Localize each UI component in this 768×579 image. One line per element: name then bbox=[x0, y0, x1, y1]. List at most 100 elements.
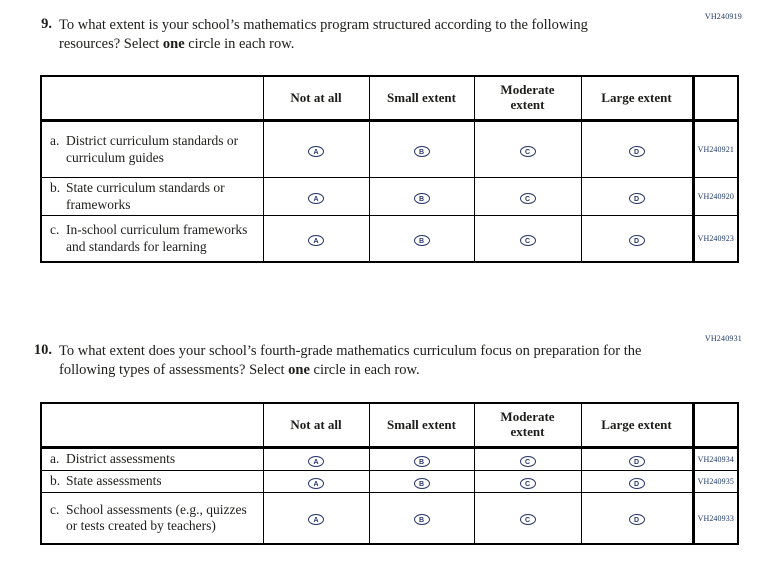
answer-bubble-d[interactable]: D bbox=[628, 455, 645, 467]
q10-id-column-header bbox=[691, 402, 739, 449]
question-9-text: To what extent is your school’s mathemat… bbox=[59, 16, 651, 54]
q9-row-c-label-cell: c. In-school curriculum frameworks and s… bbox=[40, 215, 264, 263]
question-9-number: 9. bbox=[41, 16, 52, 32]
answer-bubble-b[interactable]: B bbox=[413, 234, 430, 246]
answer-bubble-d[interactable]: D bbox=[628, 192, 645, 204]
row-label: State curriculum standards or frameworks bbox=[66, 180, 225, 212]
row-label: District curriculum standards or curricu… bbox=[66, 133, 239, 165]
q10-row-c-option-cell: D bbox=[580, 492, 694, 545]
answer-bubble-c[interactable]: C bbox=[519, 514, 536, 525]
q9-row-a-label-cell: a. District curriculum standards or curr… bbox=[40, 120, 264, 178]
question-10-text: To what extent does your school’s fourth… bbox=[59, 342, 651, 380]
question-9-response-table: Not at all Small extent Moderate extent … bbox=[40, 75, 739, 263]
q10-stub-header bbox=[40, 402, 264, 449]
answer-bubble-a[interactable]: A bbox=[308, 192, 324, 204]
q10-row-a-option-cell: B bbox=[368, 447, 475, 471]
row-label: School assessments (e.g., quizzes or tes… bbox=[66, 501, 247, 533]
question-9-header: 9. To what extent is your school’s mathe… bbox=[28, 16, 651, 54]
question-9-text-bold: one bbox=[162, 36, 185, 53]
question-9-accession-code: VH240919 bbox=[704, 12, 742, 21]
row-accession-code: VH240920 bbox=[691, 177, 739, 216]
row-accession-code: VH240934 bbox=[691, 447, 739, 471]
q10-row-a-option-cell: C bbox=[473, 447, 582, 471]
row-label: In-school curriculum frameworks and stan… bbox=[66, 222, 248, 254]
q9-row-a-option-cell: C bbox=[473, 120, 582, 178]
answer-bubble-d[interactable]: D bbox=[628, 234, 645, 246]
row-letter: a. bbox=[50, 451, 60, 467]
q10-row-b-label-cell: b. State assessments bbox=[40, 470, 264, 493]
answer-bubble-b[interactable]: B bbox=[413, 455, 430, 467]
answer-bubble-a[interactable]: A bbox=[308, 234, 324, 246]
q10-table-row-b: b. State assessments A B C D VH240935 bbox=[40, 470, 739, 493]
q10-table-row-c: c. School assessments (e.g., quizzes or … bbox=[40, 492, 739, 545]
answer-bubble-a[interactable]: A bbox=[308, 477, 324, 489]
q9-row-a-option-cell: A bbox=[262, 120, 370, 178]
row-accession-code: VH240921 bbox=[691, 120, 739, 178]
question-10-accession-code: VH240931 bbox=[704, 334, 742, 343]
question-10-number: 10. bbox=[33, 342, 52, 358]
q10-row-c-label-cell: c. School assessments (e.g., quizzes or … bbox=[40, 492, 264, 545]
answer-bubble-c[interactable]: C bbox=[519, 192, 536, 204]
answer-bubble-c[interactable]: C bbox=[519, 455, 536, 467]
question-10-header: 10. To what extent does your school’s fo… bbox=[28, 342, 651, 380]
answer-bubble-a[interactable]: A bbox=[308, 145, 324, 157]
q9-column-header-large-extent: Large extent bbox=[580, 75, 694, 122]
row-accession-code: VH240923 bbox=[691, 215, 739, 263]
q9-row-b-option-cell: D bbox=[580, 177, 694, 216]
q10-row-b-option-cell: B bbox=[368, 470, 475, 493]
question-10-text-bold: one bbox=[288, 362, 310, 379]
q10-row-c-option-cell: B bbox=[368, 492, 475, 545]
q10-row-b-option-cell: A bbox=[262, 470, 370, 493]
question-9-text-post: circle in each row. bbox=[184, 36, 295, 53]
q9-row-b-option-cell: A bbox=[262, 177, 370, 216]
answer-bubble-d[interactable]: D bbox=[628, 477, 645, 489]
q10-column-header-moderate-extent: Moderate extent bbox=[473, 402, 582, 449]
q10-row-c-option-cell: A bbox=[262, 492, 370, 545]
q10-table-row-a: a. District assessments A B C D VH240934 bbox=[40, 447, 739, 471]
q10-row-b-option-cell: C bbox=[473, 470, 582, 493]
answer-bubble-a[interactable]: A bbox=[308, 514, 324, 525]
answer-bubble-b[interactable]: B bbox=[413, 145, 430, 157]
q9-column-header-small-extent: Small extent bbox=[368, 75, 475, 122]
q10-row-a-option-cell: D bbox=[580, 447, 694, 471]
question-10-text-post: circle in each row. bbox=[309, 362, 420, 379]
q9-table-row-c: c. In-school curriculum frameworks and s… bbox=[40, 215, 739, 263]
q9-table-row-a: a. District curriculum standards or curr… bbox=[40, 120, 739, 178]
q10-column-header-small-extent: Small extent bbox=[368, 402, 475, 449]
answer-bubble-b[interactable]: B bbox=[413, 192, 430, 204]
q9-row-b-label-cell: b. State curriculum standards or framewo… bbox=[40, 177, 264, 216]
q10-column-header-large-extent: Large extent bbox=[580, 402, 694, 449]
question-9-text-pre: To what extent is your school’s mathemat… bbox=[59, 17, 588, 53]
answer-bubble-c[interactable]: C bbox=[519, 145, 536, 157]
answer-bubble-c[interactable]: C bbox=[519, 477, 536, 489]
q9-row-b-option-cell: C bbox=[473, 177, 582, 216]
row-letter: c. bbox=[50, 501, 60, 517]
question-10-text-pre: To what extent does your school’s fourth… bbox=[59, 343, 642, 379]
row-letter: b. bbox=[50, 473, 61, 489]
row-letter: a. bbox=[50, 133, 60, 149]
row-accession-code: VH240933 bbox=[691, 492, 739, 545]
q9-column-header-moderate-extent: Moderate extent bbox=[473, 75, 582, 122]
question-10-response-table: Not at all Small extent Moderate extent … bbox=[40, 402, 739, 545]
q10-column-header-not-at-all: Not at all bbox=[262, 402, 370, 449]
q9-row-c-option-cell: D bbox=[580, 215, 694, 263]
row-label: District assessments bbox=[66, 451, 176, 467]
answer-bubble-b[interactable]: B bbox=[413, 477, 430, 489]
q10-row-c-option-cell: C bbox=[473, 492, 582, 545]
q10-row-b-option-cell: D bbox=[580, 470, 694, 493]
q9-row-a-option-cell: B bbox=[368, 120, 475, 178]
q10-header-row: Not at all Small extent Moderate extent … bbox=[40, 402, 739, 449]
q9-row-c-option-cell: C bbox=[473, 215, 582, 263]
row-letter: b. bbox=[50, 180, 61, 196]
q9-column-header-not-at-all: Not at all bbox=[262, 75, 370, 122]
q9-header-row: Not at all Small extent Moderate extent … bbox=[40, 75, 739, 122]
answer-bubble-b[interactable]: B bbox=[413, 514, 430, 525]
answer-bubble-d[interactable]: D bbox=[628, 514, 645, 525]
row-label: State assessments bbox=[66, 473, 162, 489]
row-letter: c. bbox=[50, 222, 60, 238]
q9-id-column-header bbox=[691, 75, 739, 122]
answer-bubble-d[interactable]: D bbox=[628, 145, 645, 157]
answer-bubble-c[interactable]: C bbox=[519, 234, 536, 246]
answer-bubble-a[interactable]: A bbox=[308, 455, 324, 467]
q9-row-c-option-cell: A bbox=[262, 215, 370, 263]
